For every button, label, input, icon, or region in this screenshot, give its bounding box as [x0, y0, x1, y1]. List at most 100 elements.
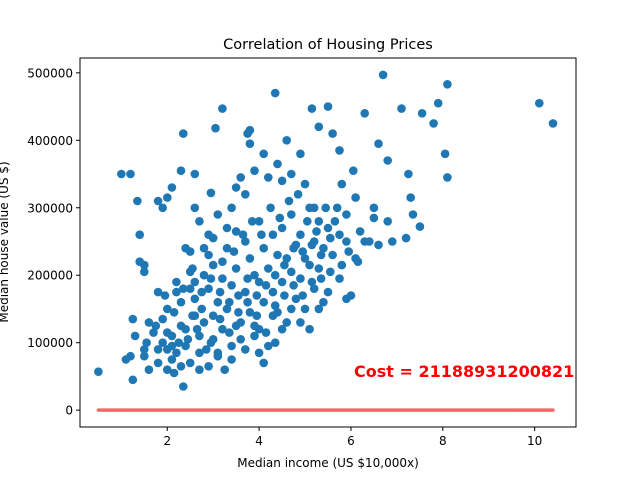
- data-point: [321, 203, 331, 213]
- x-tick-label: 2: [163, 434, 171, 448]
- data-point: [174, 338, 183, 348]
- data-point: [289, 243, 298, 253]
- data-point: [195, 331, 204, 341]
- data-point: [181, 324, 190, 334]
- data-point: [280, 291, 289, 300]
- data-point: [270, 88, 280, 98]
- data-point: [314, 122, 324, 132]
- data-point: [296, 230, 305, 239]
- data-point: [305, 203, 314, 213]
- data-point: [172, 287, 181, 297]
- data-point: [316, 250, 326, 260]
- data-point: [243, 274, 252, 283]
- data-point: [208, 260, 218, 270]
- data-point: [222, 304, 232, 314]
- data-point: [241, 237, 250, 246]
- data-point: [195, 217, 204, 226]
- data-point: [126, 351, 135, 361]
- data-point: [213, 297, 223, 307]
- data-point: [342, 294, 351, 304]
- data-point: [284, 196, 294, 206]
- data-point: [236, 173, 245, 182]
- data-point: [227, 281, 236, 290]
- data-point: [417, 109, 427, 118]
- data-point: [225, 328, 234, 337]
- data-point: [241, 190, 250, 199]
- data-point: [227, 355, 236, 364]
- x-tick-label: 4: [255, 434, 263, 448]
- data-point: [300, 304, 310, 314]
- data-point: [160, 291, 170, 300]
- data-point: [218, 274, 227, 283]
- data-point: [374, 240, 383, 250]
- data-point: [335, 146, 344, 155]
- y-tick-label: 300000: [27, 201, 73, 215]
- data-point: [287, 267, 296, 277]
- data-point: [252, 291, 262, 300]
- data-point: [344, 247, 354, 256]
- data-point: [548, 119, 558, 128]
- data-point: [245, 139, 255, 148]
- data-point: [167, 341, 177, 351]
- data-point: [222, 223, 232, 233]
- data-point: [133, 196, 142, 206]
- data-point: [215, 314, 225, 324]
- data-point: [287, 210, 296, 219]
- data-point: [167, 355, 177, 364]
- data-point: [163, 328, 172, 337]
- data-point: [314, 304, 324, 314]
- data-point: [369, 203, 379, 213]
- data-point: [335, 230, 344, 239]
- data-point: [406, 193, 416, 202]
- data-point: [287, 169, 296, 179]
- y-axis-ticks: 0 100000 200000 300000 400000 500000: [27, 66, 80, 418]
- data-point: [158, 314, 167, 324]
- data-point: [293, 190, 303, 199]
- data-point: [238, 230, 248, 239]
- data-point: [190, 203, 200, 213]
- data-point: [259, 297, 269, 307]
- data-point: [323, 287, 333, 297]
- data-point: [140, 351, 149, 361]
- data-point: [241, 345, 250, 354]
- data-point: [195, 348, 204, 358]
- data-point: [188, 264, 197, 273]
- data-point: [195, 365, 204, 375]
- data-point: [309, 284, 319, 294]
- data-point: [440, 149, 450, 159]
- x-axis-label: Median income (US $10,000x): [237, 456, 419, 470]
- chart-title: Correlation of Housing Prices: [223, 37, 433, 53]
- data-point: [307, 104, 317, 113]
- data-point: [312, 227, 321, 236]
- data-point: [181, 341, 190, 351]
- data-point: [167, 183, 177, 192]
- data-point: [176, 362, 186, 371]
- data-point: [117, 169, 126, 179]
- data-point: [218, 257, 227, 267]
- data-point: [443, 173, 452, 182]
- plot-frame: [79, 57, 577, 428]
- data-point: [397, 104, 406, 113]
- data-point: [213, 348, 223, 358]
- data-point: [287, 304, 296, 314]
- data-point: [296, 274, 305, 283]
- y-axis-label: Median house value (US $): [0, 161, 11, 322]
- data-point: [319, 297, 328, 307]
- data-point: [383, 156, 393, 165]
- data-point: [231, 227, 241, 236]
- data-point: [335, 274, 344, 283]
- data-point: [149, 328, 158, 337]
- data-point: [213, 210, 223, 219]
- data-point: [355, 227, 365, 236]
- data-point: [259, 358, 269, 368]
- data-point: [142, 338, 151, 348]
- cost-annotation: Cost = 21188931200821: [354, 362, 574, 381]
- data-point: [183, 335, 193, 344]
- data-point: [190, 277, 200, 287]
- data-point: [218, 324, 227, 334]
- data-point: [140, 267, 149, 277]
- data-point: [94, 367, 103, 377]
- data-point: [247, 217, 257, 226]
- data-point: [140, 260, 149, 270]
- data-point: [225, 297, 234, 307]
